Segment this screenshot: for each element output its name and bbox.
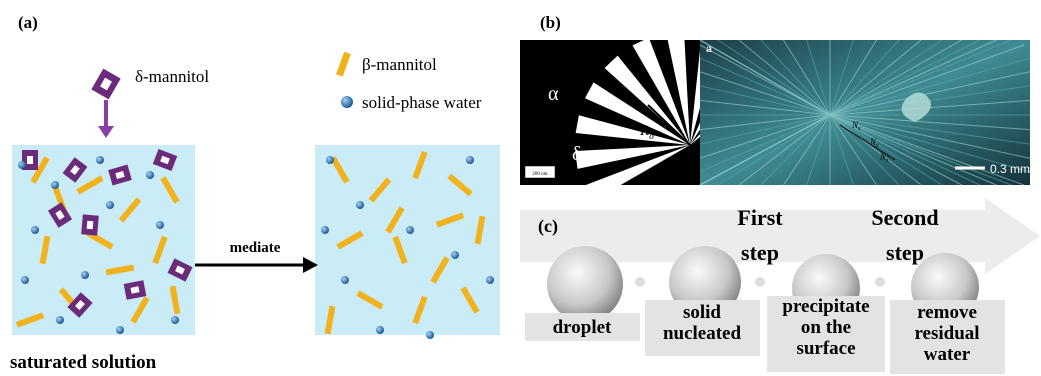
stage-label: residual: [914, 323, 979, 344]
symbol: θ: [618, 66, 627, 86]
water-ball: [341, 276, 349, 284]
water-ball: [106, 201, 114, 209]
water-ball: [21, 276, 29, 284]
stage-label: surface: [796, 338, 855, 359]
water-ball: [451, 251, 459, 259]
water-ball: [326, 156, 334, 164]
symbol: α: [548, 83, 559, 105]
delta-crystal: [81, 214, 99, 235]
step-label: step: [741, 240, 779, 265]
stage-label: nucleated: [663, 323, 742, 344]
scale-label: 200 nm: [532, 172, 547, 177]
arrow-label: mediate: [230, 240, 281, 256]
water-ball: [31, 226, 39, 234]
delta-icon: [91, 69, 120, 100]
water-ball: [406, 226, 414, 234]
water-ball: [51, 181, 59, 189]
beta-icon: [336, 52, 351, 77]
panel-label: (a): [18, 13, 38, 32]
stage-label: solid: [683, 302, 721, 323]
water-ball: [56, 316, 64, 324]
arrow-head: [98, 126, 114, 138]
symbol-sub: δ: [649, 131, 654, 142]
water-ball: [376, 326, 384, 334]
stage-label: precipitate: [782, 296, 869, 317]
symbol: δ: [572, 143, 581, 165]
water-ball: [81, 271, 89, 279]
legend-label: solid-phase water: [362, 93, 482, 112]
water-ball: [356, 201, 364, 209]
water-ball: [321, 226, 329, 234]
panel-label: (b): [540, 13, 561, 32]
water-ball: [466, 156, 474, 164]
dot: [755, 277, 765, 287]
axis-sub: x: [857, 126, 861, 132]
stage-label: remove: [917, 302, 977, 323]
inset-label: a: [706, 41, 712, 55]
step-label: Second: [871, 205, 938, 230]
dot: [875, 277, 885, 287]
figure: (a) δ-mannitol β-mannitol solid-phase wa…: [0, 0, 1041, 376]
water-ball: [18, 161, 26, 169]
water-ball: [486, 276, 494, 284]
water-ball: [116, 326, 124, 334]
water-ball: [146, 171, 154, 179]
legend-label: δ-mannitol: [135, 67, 209, 86]
droplet: [547, 246, 623, 322]
legend-label: β-mannitol: [362, 55, 437, 74]
water-ball: [171, 316, 179, 324]
stage-label: water: [924, 344, 971, 365]
water-ball: [426, 331, 434, 339]
delta-hole: [27, 156, 33, 164]
step-label: First: [737, 205, 783, 230]
water-ball: [156, 221, 164, 229]
scale-label: 0.3 mm: [990, 162, 1030, 176]
caption: saturated solution: [10, 352, 157, 373]
step-label: step: [886, 240, 924, 265]
delta-hole: [87, 221, 94, 229]
stage-label: on the: [801, 317, 851, 338]
stage-label: droplet: [553, 317, 612, 338]
panel-label: (c): [538, 216, 558, 237]
water-ball: [96, 156, 104, 164]
symbol-base: R: [639, 123, 649, 139]
water-icon: [341, 96, 353, 108]
dot: [635, 277, 645, 287]
